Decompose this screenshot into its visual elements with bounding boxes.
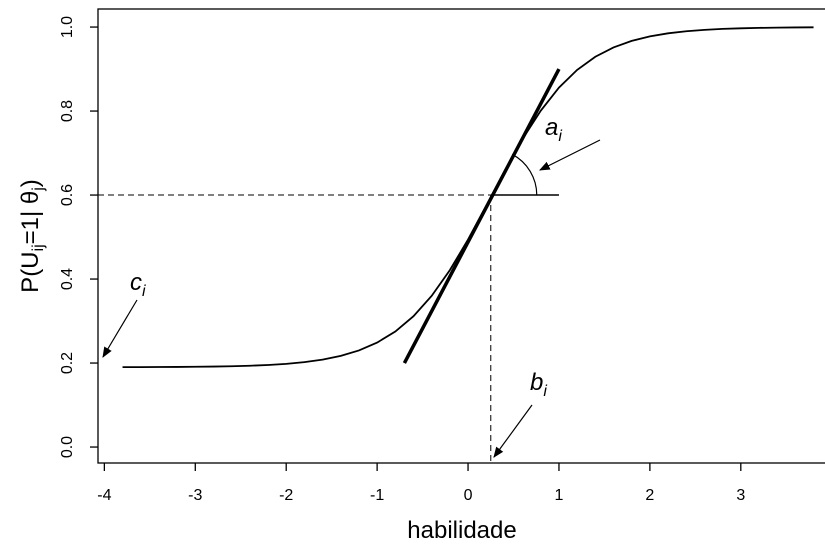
- y-tick-label: 0.6: [59, 184, 76, 206]
- curve: [122, 26, 814, 369]
- annotation: ai: [545, 114, 562, 145]
- y-axis-label-part: P(U: [17, 251, 44, 292]
- y-tick-label: 0.0: [59, 436, 76, 458]
- y-tick-label: 0.4: [59, 268, 76, 290]
- plot-frame: [97, 8, 825, 464]
- x-axis-label: habilidade: [407, 517, 516, 544]
- y-tick-label: 0.2: [59, 352, 76, 374]
- annotation-sub: i: [543, 383, 547, 400]
- y-axis-label-part: ): [17, 179, 44, 187]
- annotation-arrow: [102, 299, 138, 358]
- x-tick-label: -3: [188, 487, 202, 504]
- annotation: ci: [130, 269, 146, 300]
- annotation-arrow: [493, 404, 533, 458]
- x-tick-label: -4: [97, 487, 111, 504]
- x-tick-label: 3: [736, 487, 745, 504]
- y-tick-label: 0.8: [59, 100, 76, 122]
- y-axis-label-part: ij: [30, 244, 47, 251]
- tangent: [402, 68, 561, 364]
- y-tick-label: 1.0: [59, 16, 76, 38]
- annotation-text: a: [545, 114, 558, 141]
- x-tick-label: -1: [370, 487, 384, 504]
- angle-arc: [511, 153, 538, 196]
- y-axis-label-part: =1| θ: [17, 191, 44, 245]
- x-tick-label: 1: [555, 487, 564, 504]
- annotation-sub: i: [558, 128, 562, 145]
- annotation-text: c: [130, 269, 142, 296]
- y-axis-label: P(Uij=1| θj): [17, 179, 47, 293]
- annotation-sub: i: [142, 283, 146, 300]
- y-axis-label-part: j: [30, 187, 47, 192]
- x-tick-label: -2: [279, 487, 293, 504]
- annotation-text: b: [530, 369, 543, 396]
- annotation: bi: [530, 369, 547, 400]
- x-tick-label: 0: [464, 487, 473, 504]
- annotation-arrow: [539, 139, 601, 171]
- x-tick-label: 2: [645, 487, 654, 504]
